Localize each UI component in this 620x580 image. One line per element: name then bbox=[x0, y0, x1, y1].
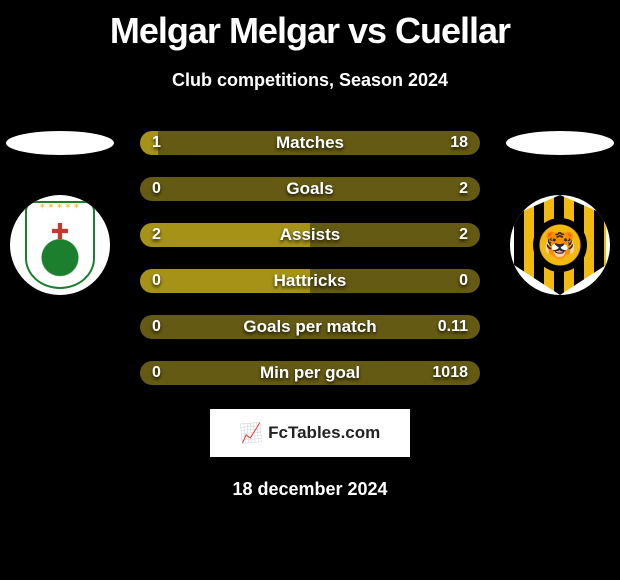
stat-value-right: 2 bbox=[459, 180, 468, 198]
stat-value-right: 2 bbox=[459, 226, 468, 244]
stat-row: 0Goals per match0.11 bbox=[140, 315, 480, 339]
stat-value-right: 0 bbox=[459, 272, 468, 290]
stat-label: Hattricks bbox=[140, 271, 480, 291]
club-badge-right bbox=[510, 195, 610, 295]
stat-label: Assists bbox=[140, 225, 480, 245]
flag-right bbox=[506, 131, 614, 155]
stat-row: 0Min per goal1018 bbox=[140, 361, 480, 385]
stat-value-right: 1018 bbox=[432, 364, 468, 382]
oriente-crest-icon bbox=[25, 201, 95, 289]
stat-label: Min per goal bbox=[140, 363, 480, 383]
stat-row: 1Matches18 bbox=[140, 131, 480, 155]
attribution-text: FcTables.com bbox=[268, 423, 380, 443]
attribution-box[interactable]: 📈 FcTables.com bbox=[210, 409, 410, 457]
page-title: Melgar Melgar vs Cuellar bbox=[0, 0, 620, 52]
team-right-column bbox=[500, 131, 620, 295]
club-badge-left bbox=[10, 195, 110, 295]
stat-label: Goals per match bbox=[140, 317, 480, 337]
stat-row: 2Assists2 bbox=[140, 223, 480, 247]
stat-value-right: 0.11 bbox=[438, 318, 468, 336]
stat-row: 0Hattricks0 bbox=[140, 269, 480, 293]
stat-label: Goals bbox=[140, 179, 480, 199]
footer-date: 18 december 2024 bbox=[0, 479, 620, 500]
chart-icon: 📈 bbox=[239, 422, 263, 445]
strongest-crest-icon bbox=[514, 195, 606, 295]
stat-value-right: 18 bbox=[450, 134, 468, 152]
comparison-layout: 1Matches180Goals22Assists20Hattricks00Go… bbox=[0, 131, 620, 385]
stat-row: 0Goals2 bbox=[140, 177, 480, 201]
subtitle: Club competitions, Season 2024 bbox=[0, 70, 620, 91]
stats-list: 1Matches180Goals22Assists20Hattricks00Go… bbox=[140, 131, 480, 385]
team-left-column bbox=[0, 131, 120, 295]
stat-label: Matches bbox=[140, 133, 480, 153]
flag-left bbox=[6, 131, 114, 155]
